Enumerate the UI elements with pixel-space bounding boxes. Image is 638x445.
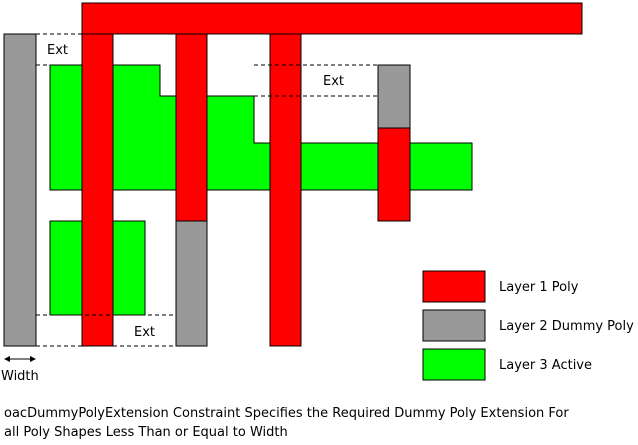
dummy-poly-top-extension xyxy=(377,64,411,129)
legend-label-layer2-dummy-poly: Layer 2 Dummy Poly xyxy=(499,319,634,334)
ext-label-top-left: Ext xyxy=(47,43,68,58)
legend-swatch-layer1-poly xyxy=(422,270,486,303)
legend-label-layer1-poly: Layer 1 Poly xyxy=(499,280,579,295)
ext-label-bottom: Ext xyxy=(134,325,155,340)
poly-top-bar xyxy=(81,2,583,35)
width-label: Width xyxy=(1,369,39,384)
legend-swatch-layer3-active xyxy=(422,348,486,381)
width-arrow-right-head xyxy=(30,356,36,362)
width-arrow-left-head xyxy=(4,356,10,362)
ext-label-top-right: Ext xyxy=(323,74,344,89)
poly-vertical-4 xyxy=(377,127,411,222)
legend-swatch-layer2-dummy-poly xyxy=(422,309,486,342)
caption-line-1: oacDummyPolyExtension Constraint Specifi… xyxy=(4,406,569,421)
legend-label-layer3-active: Layer 3 Active xyxy=(499,358,592,373)
poly-vertical-1 xyxy=(81,33,114,347)
extension-guides xyxy=(36,33,378,347)
poly-vertical-3 xyxy=(269,33,302,347)
legend: Layer 1 Poly Layer 2 Dummy Poly Layer 3 … xyxy=(422,270,634,381)
figure-caption: oacDummyPolyExtension Constraint Specifi… xyxy=(4,404,634,442)
dummy-poly-left xyxy=(3,33,37,347)
poly-vertical-2 xyxy=(175,33,208,222)
dummy-poly-bottom-extension xyxy=(175,220,208,347)
width-dimension: Width xyxy=(1,356,39,384)
caption-line-2: all Poly Shapes Less Than or Equal to Wi… xyxy=(4,425,288,440)
